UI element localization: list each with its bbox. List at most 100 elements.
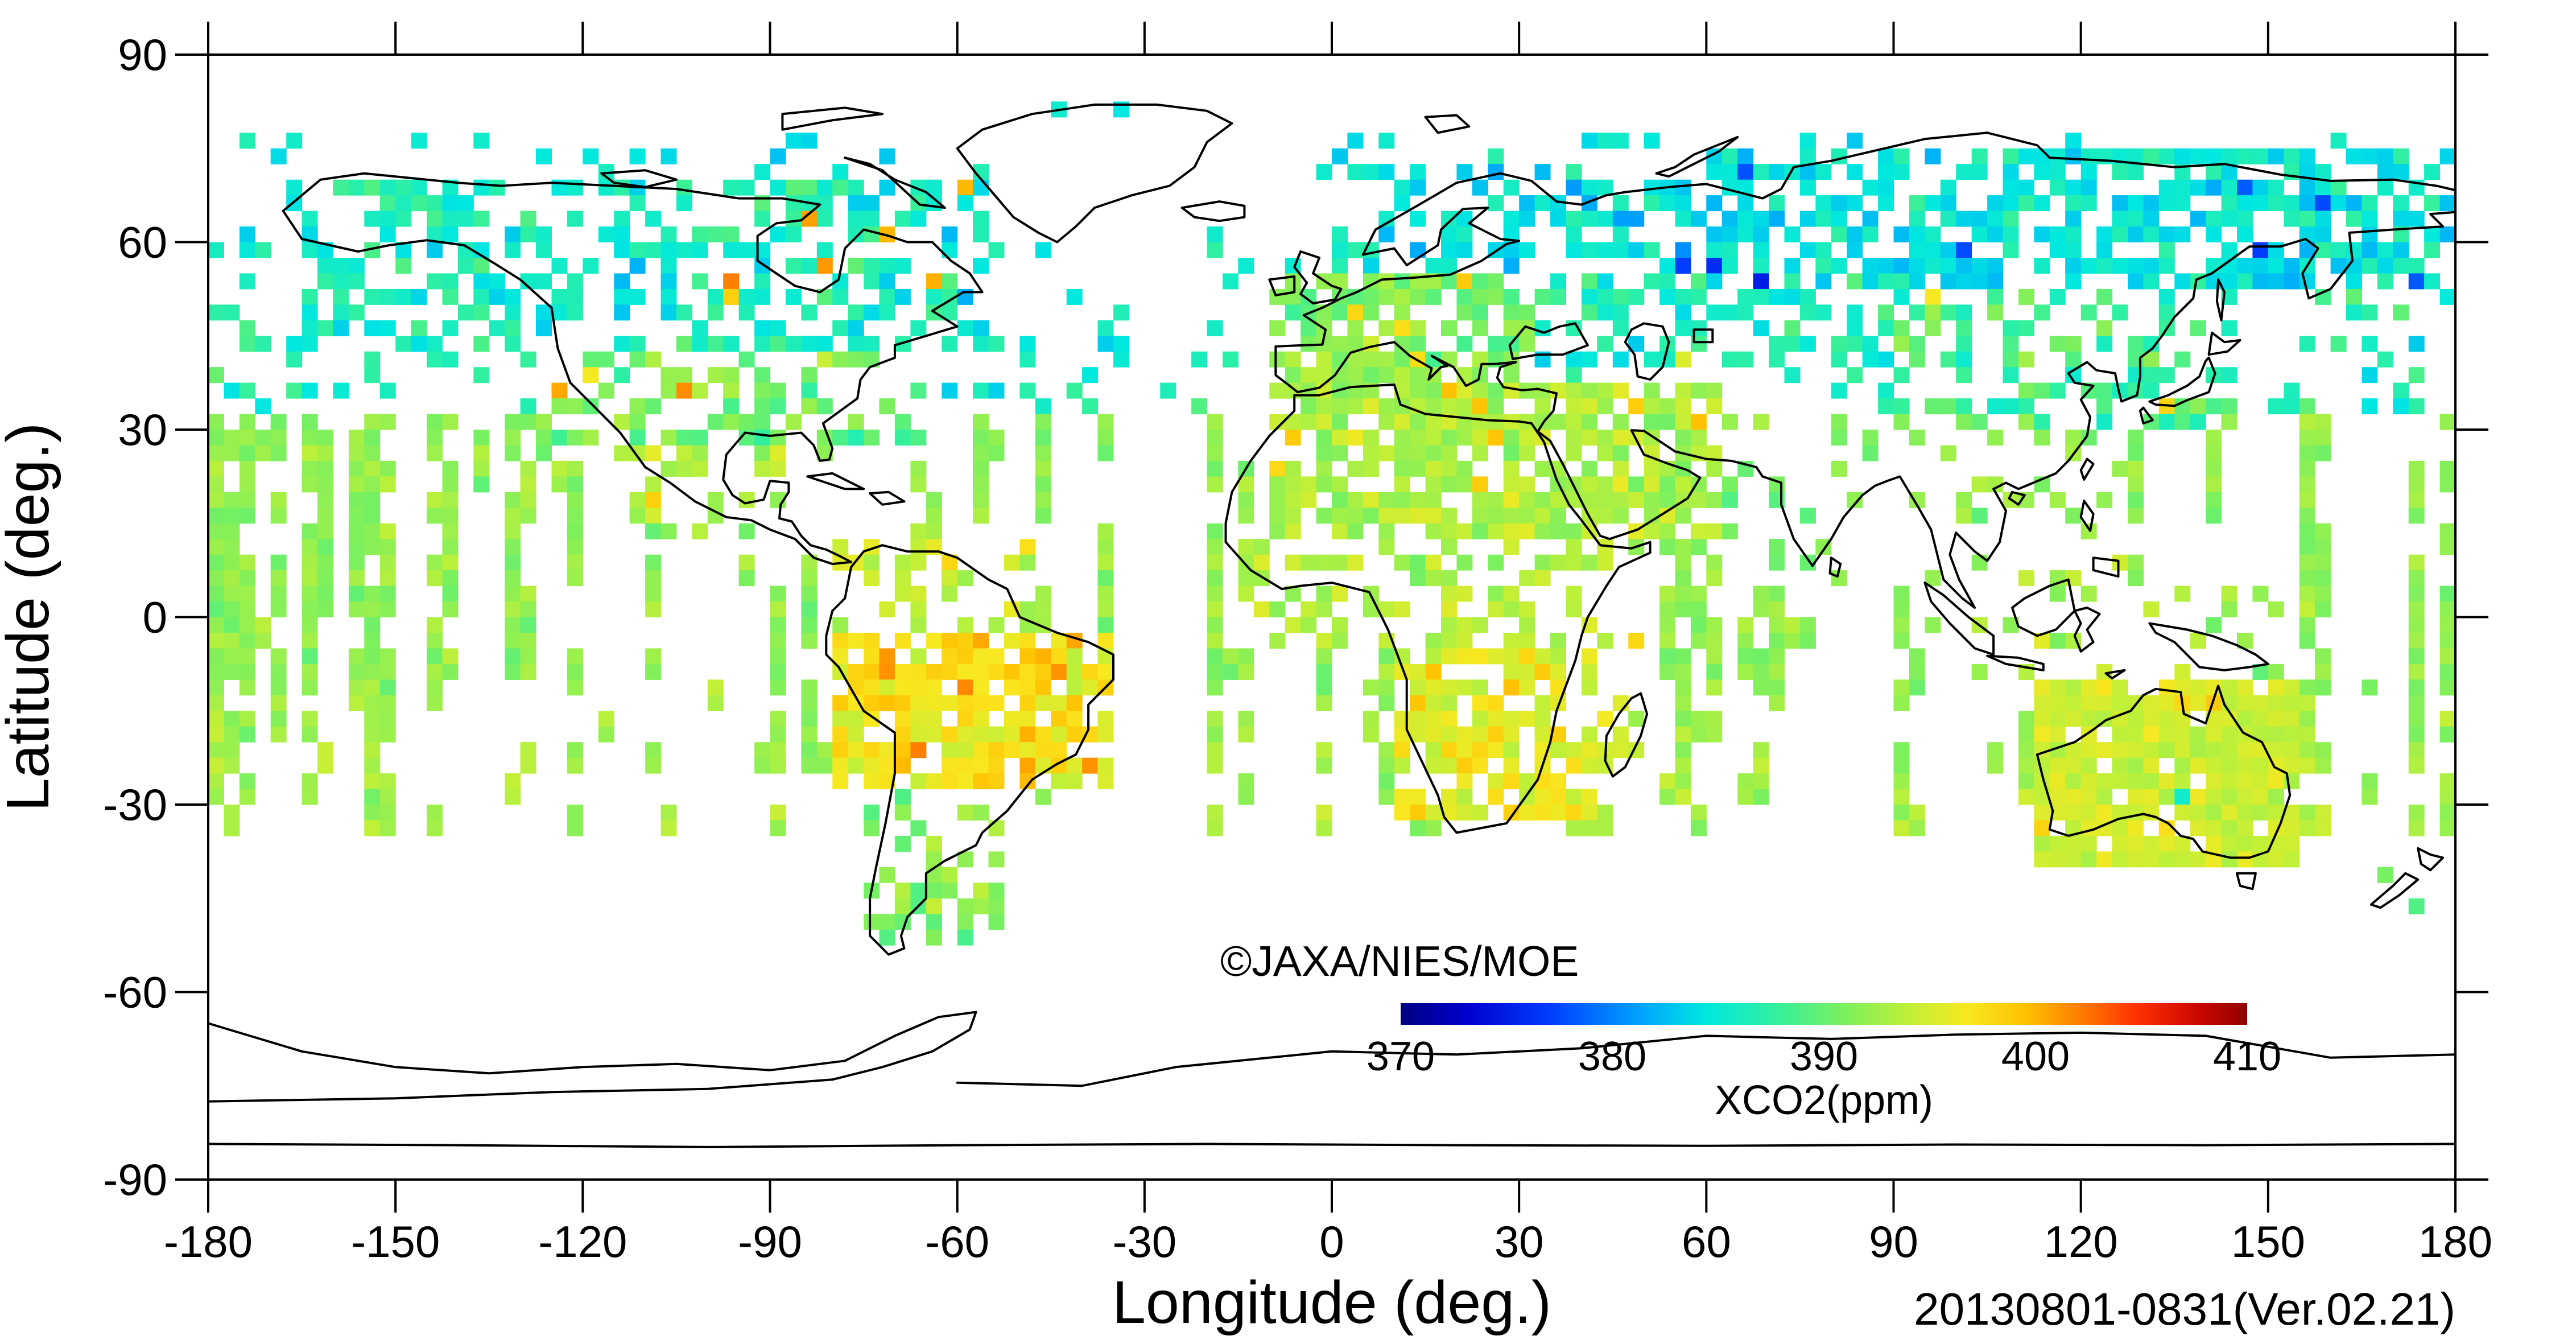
xco2-cell — [1410, 430, 1426, 446]
xco2-cell — [988, 445, 1005, 461]
xco2-cell — [723, 288, 740, 305]
xco2-cell — [1425, 258, 1442, 274]
xco2-cell — [1534, 695, 1551, 711]
xco2-cell — [848, 711, 864, 727]
xco2-cell — [567, 304, 583, 321]
xco2-cell — [1799, 617, 1816, 633]
xco2-cell — [2284, 757, 2300, 774]
xco2-cell — [879, 148, 895, 164]
xco2-cell — [1410, 288, 1426, 305]
xco2-cell — [2330, 133, 2347, 149]
xco2-cell — [1472, 757, 1488, 774]
xco2-cell — [1285, 492, 1301, 508]
xco2-cell — [520, 648, 536, 665]
xco2-cell — [567, 492, 583, 508]
coastline-path — [1655, 136, 1739, 178]
xco2-cell — [2439, 148, 2456, 164]
xco2-cell — [1066, 773, 1083, 790]
xco2-cell — [894, 663, 911, 680]
xco2-cell — [660, 523, 677, 539]
xco2-cell — [1706, 633, 1723, 649]
xco2-cell — [1378, 320, 1395, 336]
xco2-cell — [302, 414, 318, 430]
xco2-cell — [457, 258, 474, 274]
xco2-cell — [270, 508, 287, 524]
xco2-cell — [395, 258, 412, 274]
xco2-cell — [754, 414, 771, 430]
xco2-cell — [1971, 148, 1988, 164]
xco2-cell — [2143, 789, 2160, 805]
xco2-cell — [442, 586, 459, 602]
coastline-path — [2092, 556, 2120, 578]
xco2-cell — [2237, 226, 2253, 242]
xco2-cell — [723, 367, 740, 384]
xco2-cell — [364, 179, 381, 196]
xco2-cell — [973, 476, 989, 493]
xco2-cell — [1597, 476, 1613, 493]
xco2-cell — [2268, 742, 2284, 758]
xco2-cell — [1706, 226, 1723, 242]
xco2-cell — [785, 288, 802, 305]
xco2-cell — [2268, 695, 2284, 711]
xco2-cell — [2158, 711, 2175, 727]
xco2-cell — [1316, 663, 1332, 680]
xco2-cell — [536, 226, 552, 242]
xco2-cell — [427, 211, 443, 227]
xco2-cell — [2128, 820, 2144, 836]
xco2-cell — [2268, 179, 2284, 196]
xco2-cell — [1706, 648, 1723, 665]
xco2-cell — [1519, 445, 1535, 461]
xco2-cell — [1971, 258, 1988, 274]
xco2-cell — [1253, 539, 1270, 555]
xco2-cell — [239, 789, 255, 805]
xco2-cell — [1316, 695, 1332, 711]
xco2-cell — [926, 883, 942, 899]
xco2-cell — [2080, 586, 2097, 602]
xco2-cell — [2065, 351, 2082, 368]
xco2-cell — [2143, 195, 2160, 212]
xco2-cell — [536, 320, 552, 336]
xco2-cell — [1223, 648, 1239, 665]
xco2-cell — [2206, 835, 2222, 852]
xco2-cell — [2049, 288, 2066, 305]
xco2-cell — [302, 523, 318, 539]
xco2-cell — [2096, 288, 2113, 305]
xco2-cell — [2315, 679, 2331, 696]
xco2-cell — [1597, 711, 1613, 727]
xco2-cell — [1519, 476, 1535, 493]
xco2-cell — [224, 711, 240, 727]
xco2-cell — [239, 570, 255, 587]
xco2-cell — [1316, 648, 1332, 665]
xco2-cell — [2284, 835, 2300, 852]
xco2-cell — [2096, 789, 2113, 805]
xco2-cell — [2049, 164, 2066, 180]
xco2-cell — [1425, 382, 1442, 399]
xco2-cell — [1035, 601, 1051, 617]
xco2-cell — [1363, 164, 1379, 180]
coastline-path — [825, 544, 1114, 956]
xco2-cell — [816, 742, 833, 758]
xco2-cell — [2299, 554, 2315, 571]
xco2-cell — [2003, 179, 2019, 196]
xco2-cell — [1035, 757, 1051, 774]
xco2-cell — [2408, 554, 2425, 571]
xco2-cell — [473, 430, 490, 446]
xco2-cell — [1410, 492, 1426, 508]
xco2-cell — [645, 742, 662, 758]
xco2-cell — [348, 179, 365, 196]
xco2-cell — [707, 304, 724, 321]
xco2-cell — [505, 617, 521, 633]
coastline-path — [956, 103, 1233, 244]
xco2-cell — [1566, 601, 1582, 617]
xco2-cell — [645, 757, 662, 774]
xco2-cell — [864, 570, 880, 587]
xco2-cell — [2049, 148, 2066, 164]
xco2-cell — [379, 679, 396, 696]
xco2-cell — [1332, 492, 1348, 508]
xco2-cell — [676, 304, 692, 321]
xco2-cell — [1441, 617, 1457, 633]
xco2-cell — [910, 663, 927, 680]
xco2-cell — [1207, 757, 1223, 774]
xco2-cell — [239, 773, 255, 790]
x-tick-label: -180 — [164, 1217, 253, 1267]
